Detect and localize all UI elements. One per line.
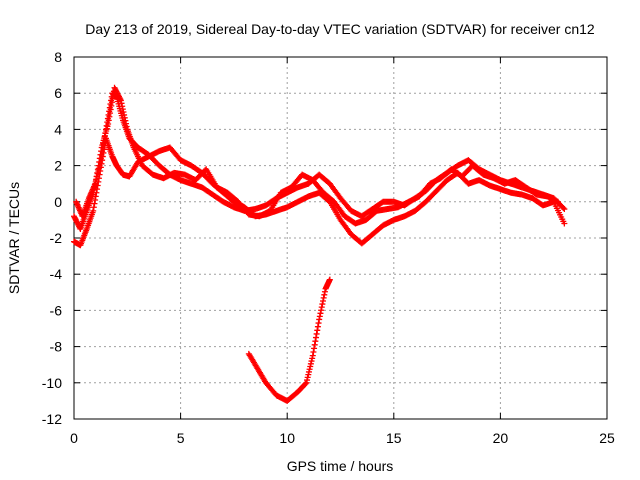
- x-tick-label: 10: [279, 430, 295, 446]
- y-tick-label: -12: [42, 411, 62, 427]
- data-point: [326, 276, 333, 283]
- y-tick-label: 4: [54, 121, 62, 137]
- y-tick-label: -10: [42, 375, 62, 391]
- y-tick-label: 0: [54, 194, 62, 210]
- x-tick-label: 25: [599, 430, 615, 446]
- data-point: [302, 380, 309, 387]
- x-tick-label: 15: [386, 430, 402, 446]
- chart-title: Day 213 of 2019, Sidereal Day-to-day VTE…: [85, 21, 595, 37]
- x-tick-label: 5: [177, 430, 185, 446]
- data-point: [554, 198, 561, 205]
- y-axis-label: SDTVAR / TECUs: [6, 182, 22, 294]
- y-tick-label: -4: [50, 266, 63, 282]
- y-tick-label: -8: [50, 339, 63, 355]
- data-point: [561, 206, 568, 213]
- axis-ticks: 0 5 10 15 20 25 -12 -10 -8 -6 -4 -2 0 2 4 6 8: [42, 49, 615, 446]
- y-tick-label: 8: [54, 49, 62, 65]
- y-tick-label: 2: [54, 158, 62, 174]
- grid-lines: [74, 57, 607, 419]
- y-tick-label: 6: [54, 85, 62, 101]
- data-point: [561, 220, 568, 227]
- data-points: [71, 84, 568, 404]
- x-axis-label: GPS time / hours: [287, 458, 394, 474]
- y-tick-label: -2: [50, 230, 63, 246]
- data-point: [560, 204, 567, 211]
- x-tick-label: 20: [493, 430, 509, 446]
- x-tick-label: 0: [70, 430, 78, 446]
- y-tick-label: -6: [50, 302, 63, 318]
